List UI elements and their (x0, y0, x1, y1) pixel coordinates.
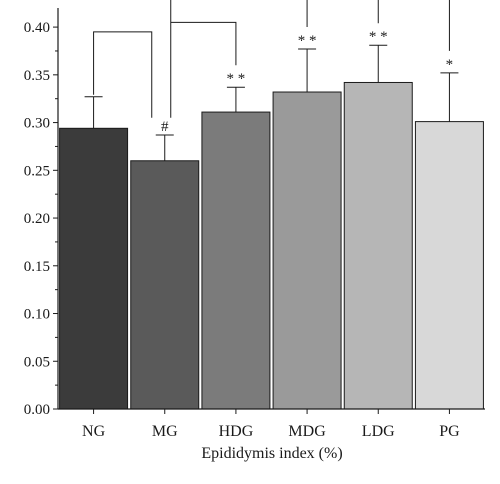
x-tick-labels: NG MG HDG MDG LDG PG (82, 409, 460, 440)
bracket-mg-mdg (306, 0, 308, 28)
y-tick-label: 0.10 (24, 307, 50, 323)
x-tick-label-mg: MG (152, 423, 178, 440)
error-bar-hdg (226, 86, 245, 113)
error-bar-ng (84, 96, 103, 129)
bar-ldg (343, 81, 413, 410)
bracket-mg-ldg (377, 0, 379, 24)
bracket-mg-pg (448, 0, 450, 51)
x-axis-title: Epididymis index (%) (201, 445, 342, 462)
error-bar-ldg (369, 44, 388, 83)
significance-pg: * (446, 57, 454, 73)
x-tick-label-ldg: LDG (362, 423, 395, 440)
comparison-brackets (93, 0, 450, 118)
y-tick-label: 0.15 (24, 259, 50, 275)
significance-mdg: * * (298, 33, 317, 49)
y-tick-label: 0.20 (24, 211, 50, 227)
significance-ldg: * * (369, 29, 388, 45)
bar-pg (414, 121, 484, 410)
significance-mg: # (161, 119, 169, 135)
error-bar-pg (440, 72, 459, 122)
significance-hdg: * * (227, 71, 246, 87)
bar-mg (130, 160, 200, 410)
y-tick-labels: 0.00 0.05 0.10 0.15 0.20 0.25 0.30 0.35 0.40 (24, 20, 58, 418)
bar-ng (59, 127, 129, 410)
y-tick-label: 0.35 (24, 68, 50, 84)
x-tick-label-pg: PG (439, 423, 460, 440)
x-tick-label-hdg: HDG (219, 423, 254, 440)
bracket-ng-mg (93, 31, 153, 118)
bar-hdg (201, 111, 271, 410)
y-tick-label: 0.05 (24, 354, 50, 370)
x-tick-label-mdg: MDG (288, 423, 326, 440)
y-tick-label: 0.30 (24, 116, 50, 132)
y-tick-label: 0.25 (24, 163, 50, 179)
significance-marks: # * * * * * * * (161, 29, 453, 135)
y-tick-label: 0.40 (24, 20, 50, 36)
y-tick-label: 0.00 (24, 402, 50, 418)
error-bars (84, 44, 459, 161)
bracket-mg-hdg (170, 21, 237, 66)
error-bar-mdg (298, 48, 317, 93)
bar-mdg (272, 91, 342, 410)
x-tick-label-ng: NG (82, 423, 106, 440)
bars (59, 81, 484, 410)
error-bar-mg (155, 134, 174, 161)
